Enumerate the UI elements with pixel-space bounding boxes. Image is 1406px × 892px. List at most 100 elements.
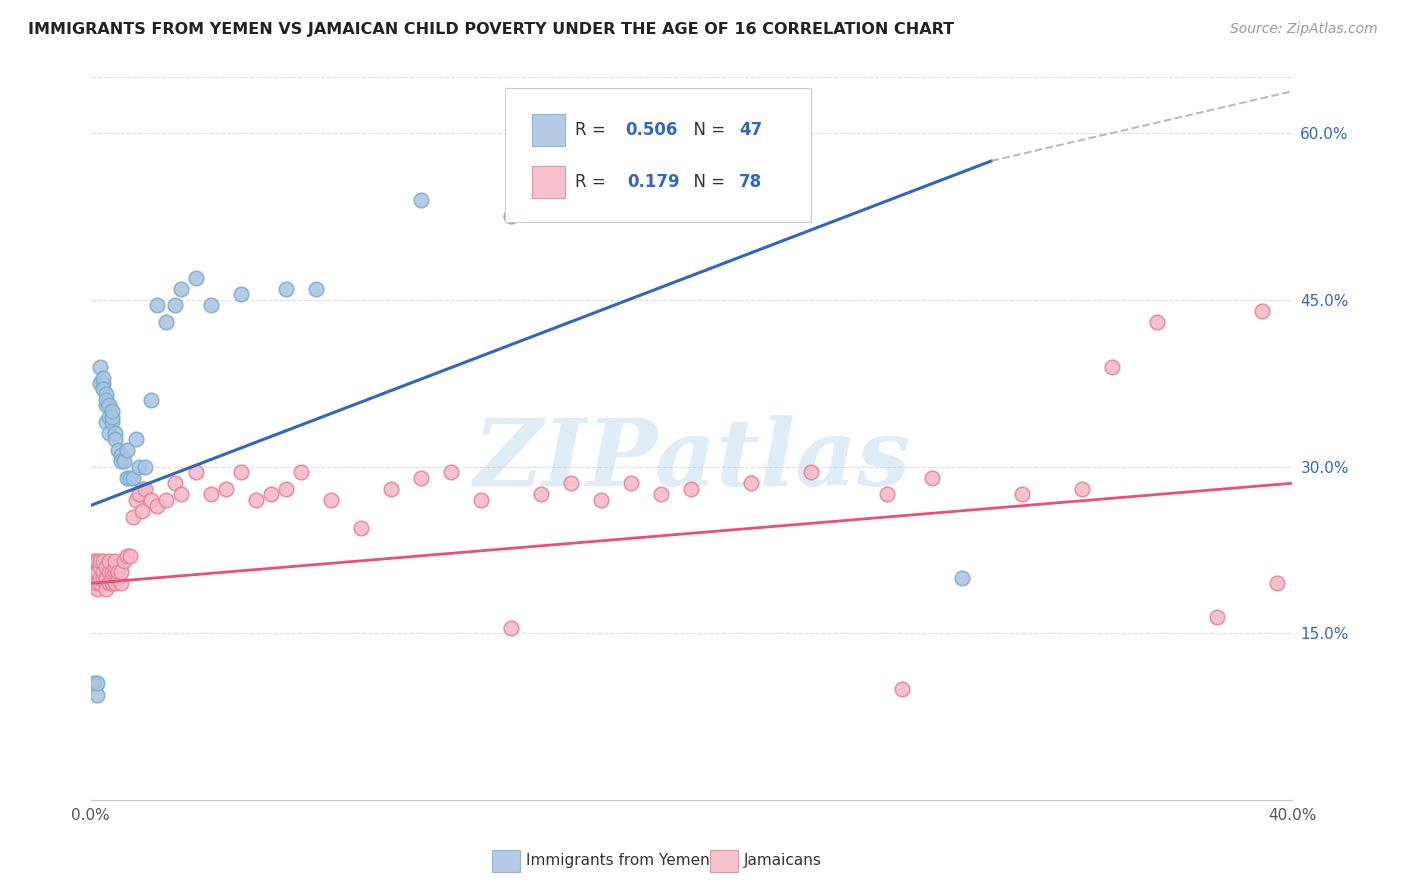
Point	[650, 487, 672, 501]
Text: 47: 47	[740, 121, 762, 139]
Point	[104, 554, 127, 568]
FancyBboxPatch shape	[505, 88, 811, 222]
Point	[89, 376, 111, 391]
Point	[97, 399, 120, 413]
Point	[83, 676, 105, 690]
Point	[115, 471, 138, 485]
Point	[921, 471, 943, 485]
Point	[350, 521, 373, 535]
Point	[409, 471, 432, 485]
Point	[107, 565, 129, 579]
Text: R =: R =	[575, 121, 610, 139]
Point	[131, 482, 153, 496]
Text: N =: N =	[683, 121, 730, 139]
Point	[134, 459, 156, 474]
Point	[139, 492, 162, 507]
Point	[470, 492, 492, 507]
Point	[104, 432, 127, 446]
Point	[100, 571, 122, 585]
Point	[1206, 609, 1229, 624]
Point	[1070, 482, 1092, 496]
Point	[800, 465, 823, 479]
Point	[305, 282, 328, 296]
Point	[950, 571, 973, 585]
Point	[91, 376, 114, 391]
Point	[200, 298, 222, 312]
Point	[91, 571, 114, 585]
Point	[107, 442, 129, 457]
Point	[89, 571, 111, 585]
Point	[100, 576, 122, 591]
Point	[112, 554, 135, 568]
Text: Jamaicans: Jamaicans	[744, 854, 821, 868]
Point	[97, 576, 120, 591]
Point	[91, 382, 114, 396]
Point	[121, 509, 143, 524]
Point	[97, 554, 120, 568]
Point	[118, 471, 141, 485]
Point	[91, 565, 114, 579]
Point	[94, 415, 117, 429]
Point	[591, 492, 613, 507]
Point	[86, 582, 108, 596]
Point	[94, 559, 117, 574]
Point	[86, 676, 108, 690]
Point	[94, 582, 117, 596]
Point	[274, 482, 297, 496]
Text: ZIPatlas: ZIPatlas	[472, 416, 910, 506]
Point	[83, 554, 105, 568]
Point	[380, 482, 402, 496]
Point	[100, 404, 122, 418]
Point	[86, 688, 108, 702]
Point	[1146, 315, 1168, 329]
Point	[100, 415, 122, 429]
Point	[128, 459, 150, 474]
Point	[319, 492, 342, 507]
Point	[1011, 487, 1033, 501]
Point	[215, 482, 238, 496]
Text: 0.506: 0.506	[626, 121, 678, 139]
Point	[128, 487, 150, 501]
Point	[229, 465, 252, 479]
Text: R =: R =	[575, 173, 616, 191]
Point	[110, 576, 132, 591]
Point	[260, 487, 283, 501]
Point	[1265, 576, 1288, 591]
Point	[184, 270, 207, 285]
Point	[139, 392, 162, 407]
Point	[89, 559, 111, 574]
Point	[145, 298, 167, 312]
Text: Source: ZipAtlas.com: Source: ZipAtlas.com	[1230, 22, 1378, 37]
Point	[91, 370, 114, 384]
Point	[501, 621, 523, 635]
FancyBboxPatch shape	[531, 166, 565, 199]
Point	[104, 426, 127, 441]
Point	[104, 559, 127, 574]
FancyBboxPatch shape	[531, 114, 565, 146]
Point	[97, 565, 120, 579]
Point	[290, 465, 312, 479]
Point	[170, 487, 193, 501]
Point	[83, 565, 105, 579]
Point	[94, 392, 117, 407]
Point	[560, 476, 582, 491]
Point	[100, 409, 122, 424]
Point	[115, 442, 138, 457]
Point	[94, 571, 117, 585]
Point	[83, 576, 105, 591]
Point	[86, 576, 108, 591]
Point	[890, 681, 912, 696]
Text: 0.179: 0.179	[627, 173, 681, 191]
Point	[110, 565, 132, 579]
Point	[530, 487, 553, 501]
Point	[107, 571, 129, 585]
Point	[770, 165, 793, 179]
Point	[91, 554, 114, 568]
Point	[229, 287, 252, 301]
Point	[740, 476, 762, 491]
Point	[681, 482, 703, 496]
Point	[200, 487, 222, 501]
Point	[97, 426, 120, 441]
Point	[155, 315, 177, 329]
Point	[110, 454, 132, 468]
